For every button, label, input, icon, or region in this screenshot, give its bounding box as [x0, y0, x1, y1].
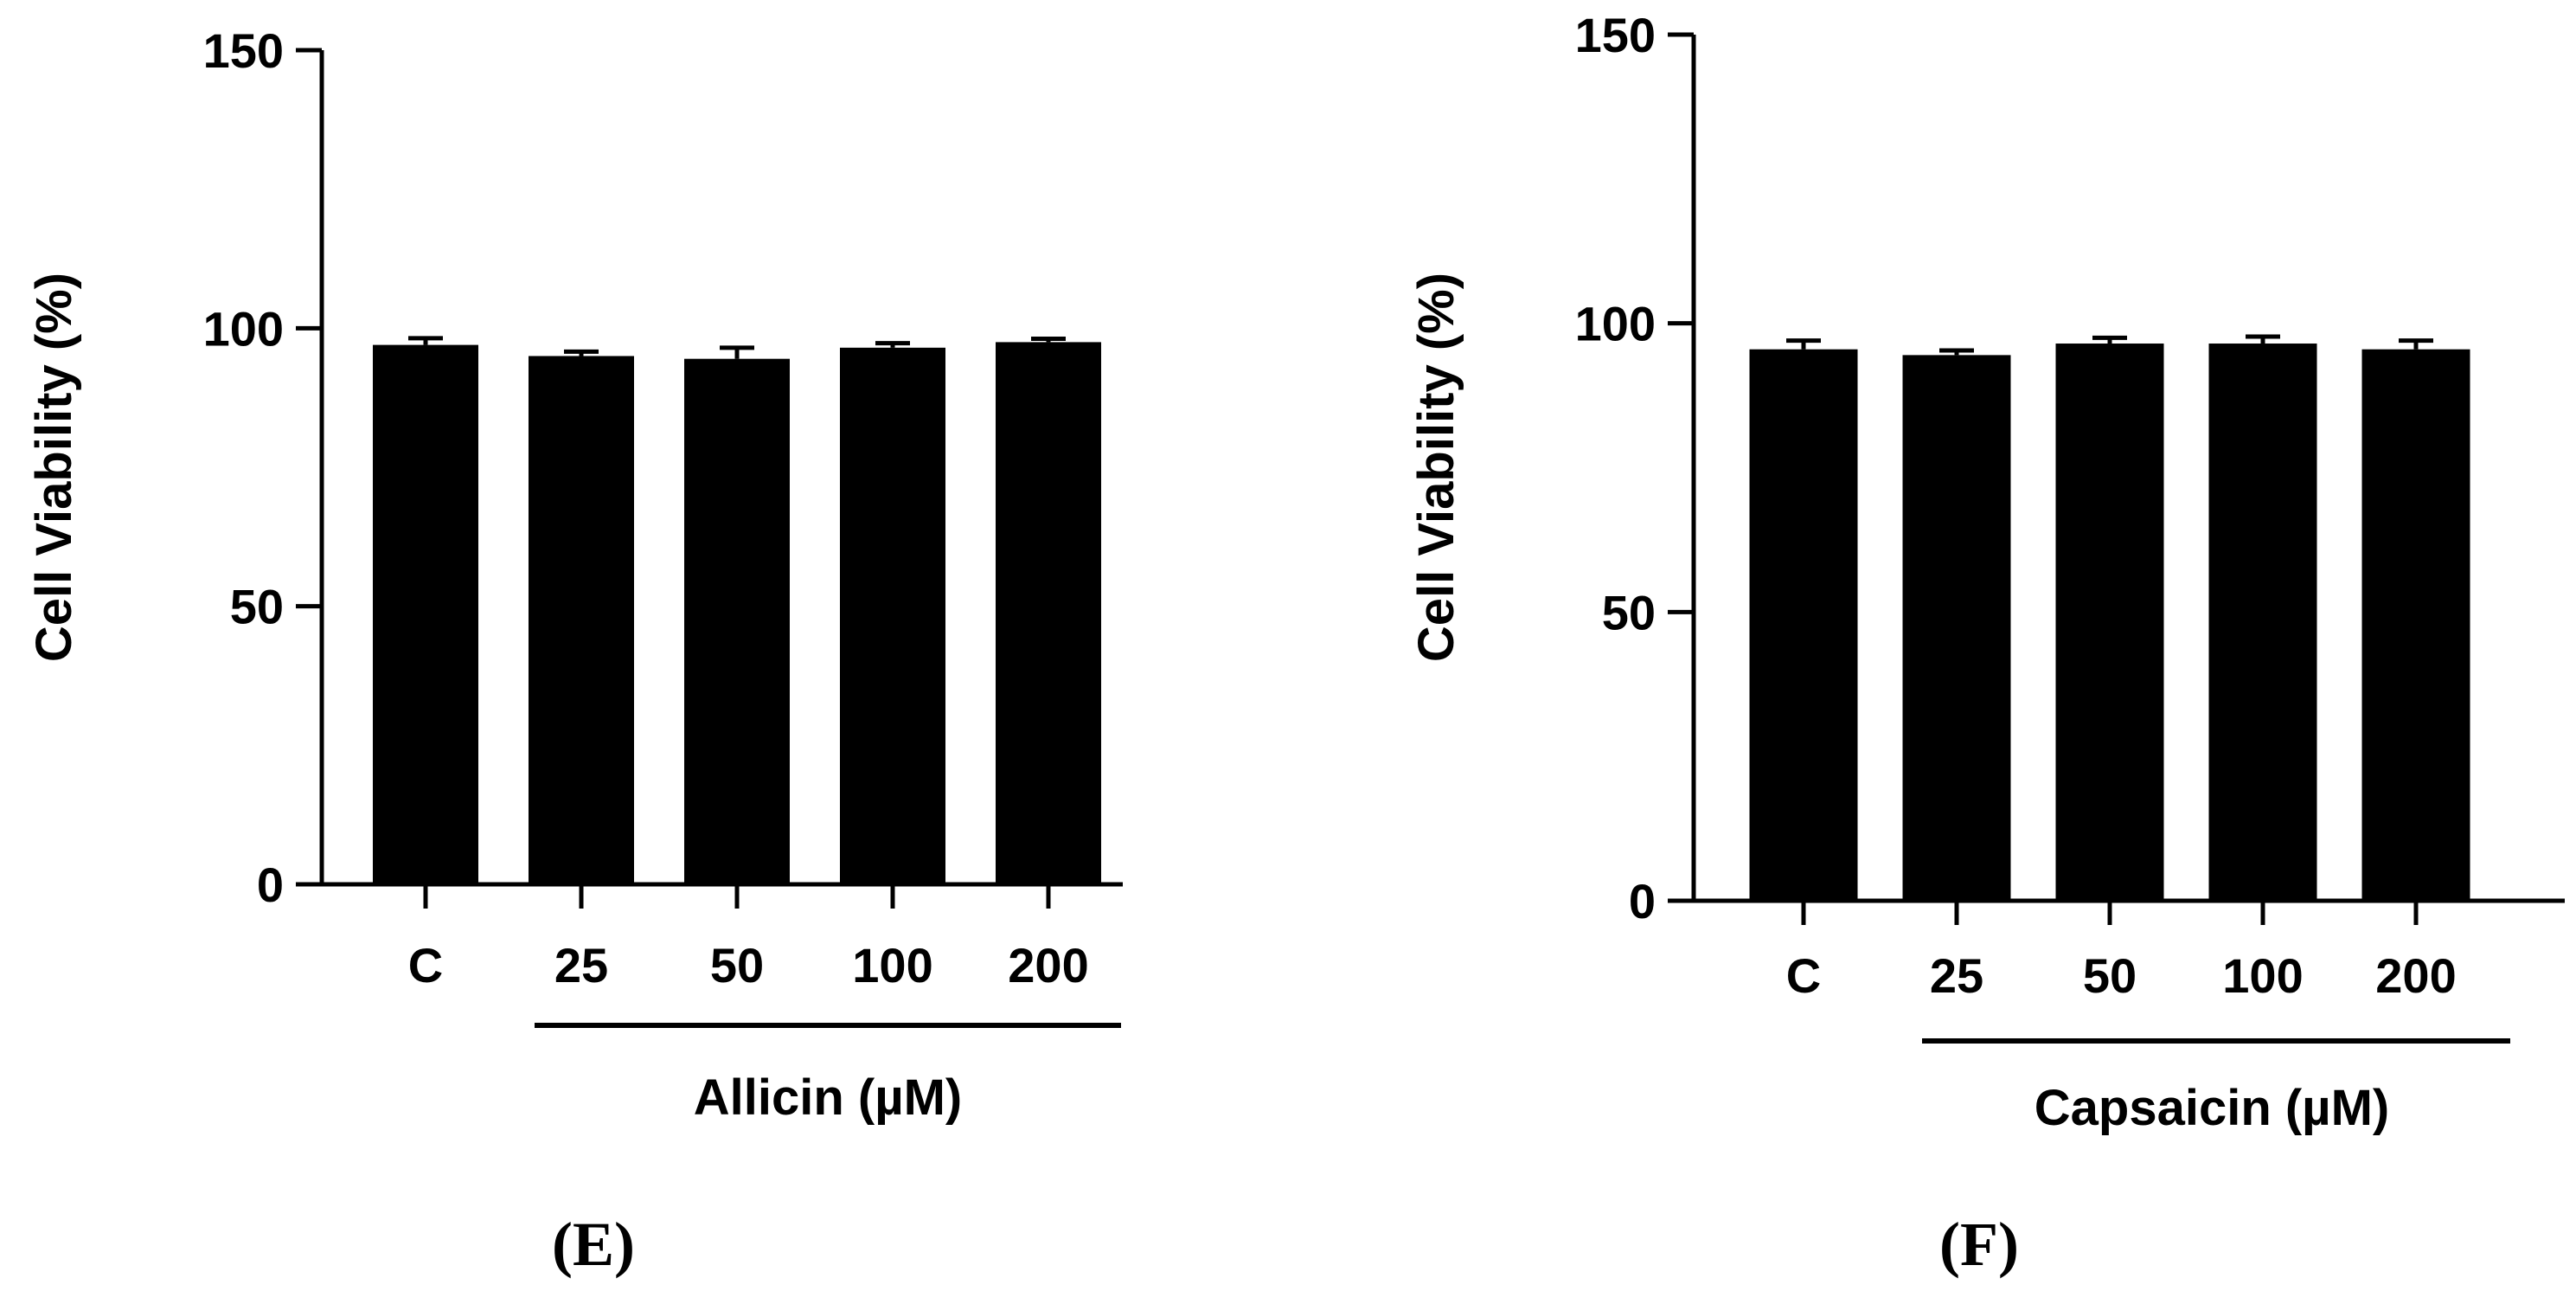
y-tick-label: 100	[1575, 297, 1656, 351]
bar-100	[2208, 344, 2317, 902]
x-tick-label: 100	[2222, 948, 2303, 1003]
panel-label: (E)	[552, 1210, 635, 1279]
x-tick-label: 200	[2375, 948, 2456, 1003]
y-tick-label: 100	[203, 301, 284, 356]
y-tick-label: 50	[230, 580, 284, 634]
bar-25	[529, 356, 634, 884]
bar-50	[684, 358, 790, 884]
y-tick-label: 150	[203, 23, 284, 78]
bar-100	[840, 347, 945, 884]
group-label: Capsaicin (µM)	[2035, 1080, 2389, 1136]
x-tick-label: 25	[1930, 948, 1983, 1003]
bar-25	[1902, 355, 2011, 901]
x-tick-label: 50	[710, 938, 764, 992]
bar-50	[2055, 344, 2164, 902]
y-tick-label: 0	[1629, 874, 1656, 928]
y-axis-title: Cell Viability (%)	[1408, 273, 1464, 662]
x-tick-label: 200	[1008, 938, 1088, 992]
y-tick-label: 50	[1602, 585, 1656, 639]
y-tick-label: 0	[257, 857, 284, 912]
group-label: Allicin (µM)	[694, 1069, 963, 1126]
panel-f: C 25 50 100 200 0 50 100 150 Cell Viability (%) Ca…	[1408, 8, 2565, 1279]
bar-C	[1749, 349, 1858, 901]
y-axis-title: Cell Viability (%)	[26, 273, 82, 662]
panel-label: (F)	[1939, 1210, 2019, 1279]
x-tick-label: 100	[852, 938, 932, 992]
x-tick-label: 25	[554, 938, 608, 992]
x-tick-label: C	[408, 938, 443, 992]
bar-C	[373, 344, 478, 884]
bar-200	[996, 342, 1101, 884]
y-tick-label: 150	[1575, 8, 1656, 62]
panel-e: C 25 50 100 200 0 50 100 150 Cell Viability (%) Al…	[26, 23, 1123, 1279]
x-tick-label: 50	[2083, 948, 2137, 1003]
bar-200	[2361, 349, 2470, 901]
x-tick-label: C	[1786, 948, 1821, 1003]
